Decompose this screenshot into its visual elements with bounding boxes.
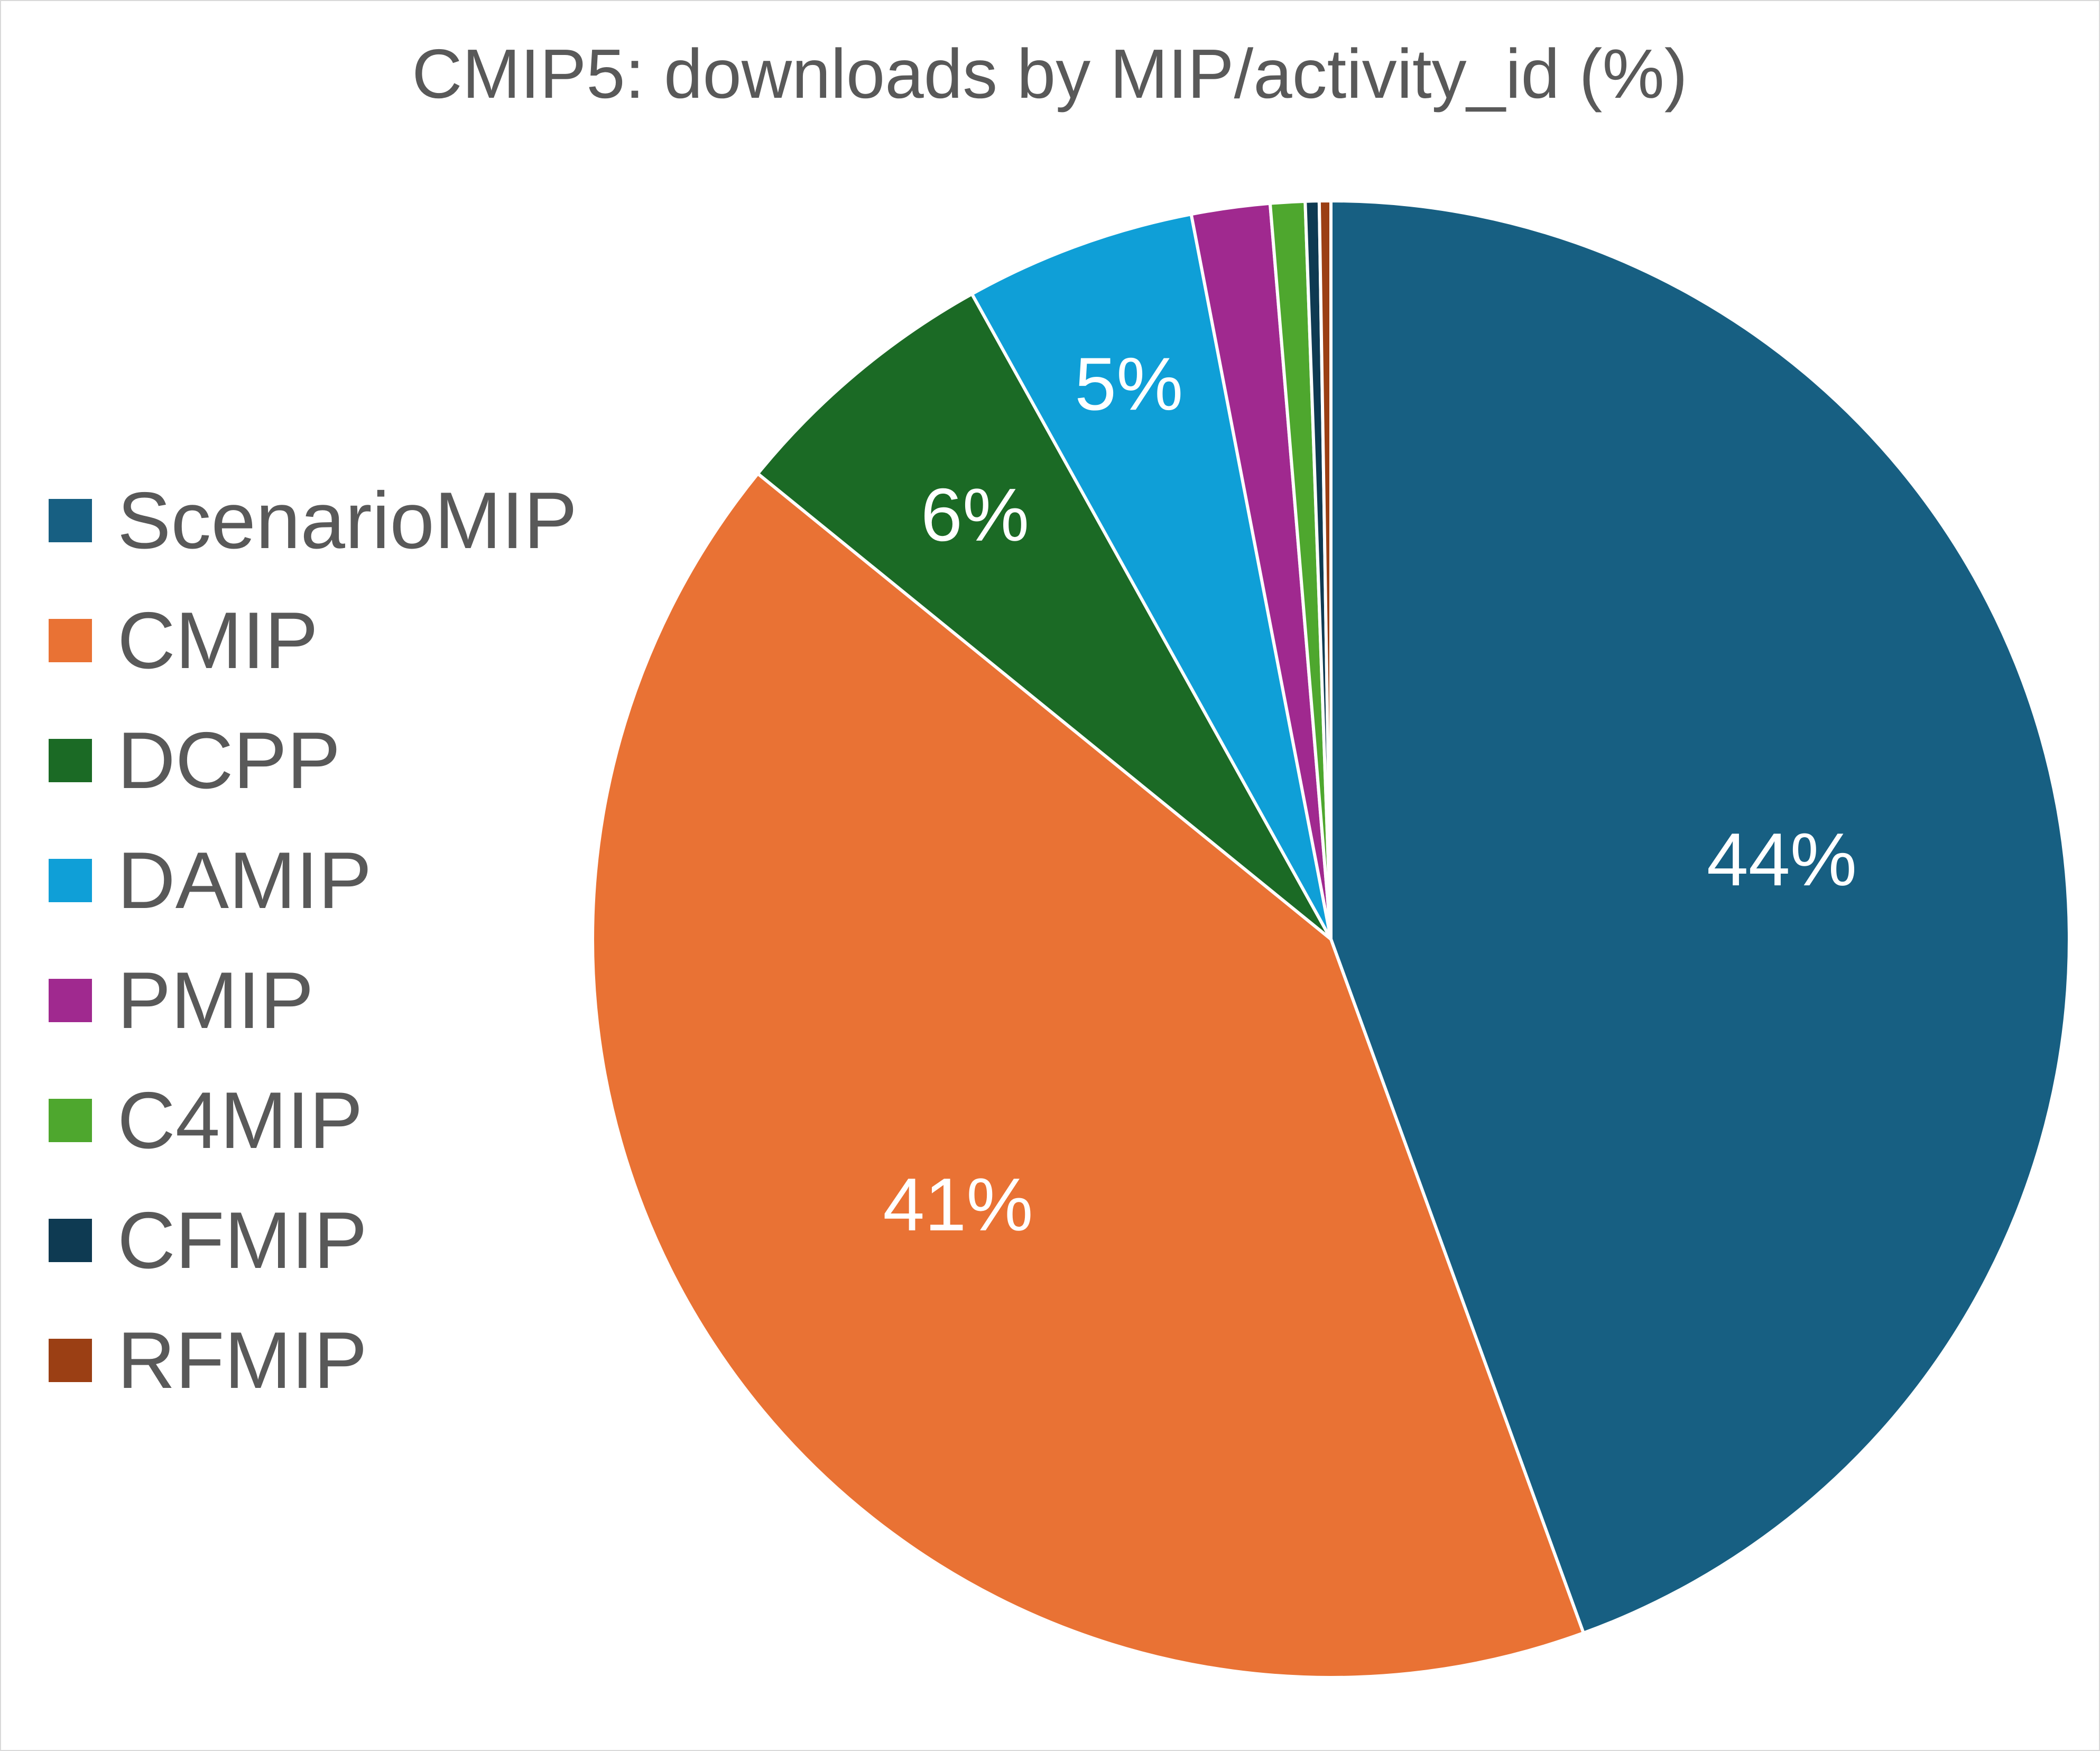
legend-item-dcpp: DCPP <box>49 716 340 805</box>
pie-slice-rfmip <box>1317 199 1333 941</box>
legend-label-scenariomip: ScenarioMIP <box>117 476 577 566</box>
data-label-scenariomip: 44% <box>1707 818 1857 902</box>
pie-slice-dcpp <box>756 292 1333 941</box>
data-label-cmip: 41% <box>883 1163 1033 1247</box>
legend-swatch-dcpp <box>49 739 92 782</box>
data-label-damip: 5% <box>1075 342 1183 426</box>
legend-swatch-cmip <box>49 619 92 662</box>
legend-label-cfmip: CFMIP <box>117 1196 367 1285</box>
legend-label-dcpp: DCPP <box>117 716 340 805</box>
legend-item-pmip: PMIP <box>49 956 314 1045</box>
legend-label-c4mip: C4MIP <box>117 1076 363 1165</box>
legend-label-damip: DAMIP <box>117 836 372 925</box>
pie-data-labels: 44% 41% 6% 5% <box>883 342 1857 1247</box>
pie-slice-scenariomip <box>1329 199 2071 1635</box>
legend-item-cmip: CMIP <box>49 596 318 685</box>
pie-slice-damip <box>970 212 1333 941</box>
legend-swatch-c4mip <box>49 1099 92 1142</box>
legend-item-cfmip: CFMIP <box>49 1196 367 1285</box>
pie-slice-cmip <box>591 472 1585 1679</box>
legend: ScenarioMIP CMIP DCPP DAMIP PMIP C4MIP CFMIP RF… <box>49 476 577 1405</box>
legend-label-pmip: PMIP <box>117 956 314 1045</box>
legend-item-damip: DAMIP <box>49 836 372 925</box>
legend-item-scenariomip: ScenarioMIP <box>49 476 577 566</box>
data-label-dcpp: 6% <box>921 473 1029 557</box>
legend-swatch-damip <box>49 859 92 902</box>
legend-item-c4mip: C4MIP <box>49 1076 363 1165</box>
legend-item-rfmip: RFMIP <box>49 1315 367 1405</box>
legend-label-cmip: CMIP <box>117 596 318 685</box>
legend-swatch-pmip <box>49 979 92 1022</box>
pie-slices <box>591 199 2071 1679</box>
legend-swatch-scenariomip <box>49 499 92 542</box>
legend-swatch-rfmip <box>49 1339 92 1382</box>
legend-label-rfmip: RFMIP <box>117 1315 367 1405</box>
legend-swatch-cfmip <box>49 1219 92 1262</box>
chart-title: CMIP5: downloads by MIP/activity_id (%) <box>412 35 1688 113</box>
